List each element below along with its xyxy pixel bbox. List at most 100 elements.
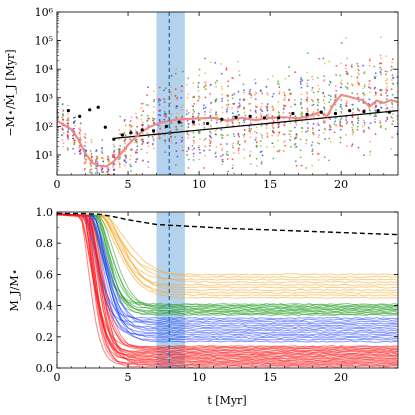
bottom-series-line xyxy=(57,213,398,276)
scatter-point xyxy=(61,113,64,115)
scatter-point xyxy=(346,82,349,85)
scatter-point xyxy=(380,88,383,91)
scatter-point xyxy=(227,103,230,106)
scatter-point xyxy=(278,86,281,88)
scatter-point xyxy=(333,123,336,125)
scatter-point xyxy=(158,137,161,140)
scatter-point xyxy=(390,147,393,150)
scatter-point xyxy=(362,92,365,95)
scatter-point xyxy=(164,87,167,90)
scatter-point xyxy=(202,107,205,110)
scatter-point xyxy=(243,136,245,138)
scatter-point xyxy=(180,89,183,92)
scatter-point xyxy=(175,68,178,71)
scatter-point xyxy=(346,121,349,123)
scatter-point xyxy=(282,98,285,101)
scatter-point xyxy=(363,131,365,134)
scatter-point xyxy=(129,154,132,157)
scatter-point xyxy=(124,138,127,141)
scatter-point xyxy=(260,109,263,112)
scatter-point xyxy=(316,109,319,112)
scatter-point xyxy=(199,119,201,121)
scatter-point xyxy=(209,93,211,96)
scatter-point xyxy=(386,85,389,88)
scatter-point xyxy=(351,92,354,95)
scatter-point xyxy=(112,153,115,156)
scatter-point xyxy=(334,120,337,123)
scatter-point xyxy=(243,89,245,92)
scatter-point xyxy=(175,116,178,119)
scatter-point xyxy=(385,120,387,122)
bottom-series-line xyxy=(57,213,398,299)
scatter-point xyxy=(385,89,387,92)
scatter-point xyxy=(233,172,235,175)
scatter-point xyxy=(283,105,285,107)
scatter-point xyxy=(226,134,228,137)
scatter-point xyxy=(289,130,292,132)
scatter-point xyxy=(254,91,257,94)
scatter-point xyxy=(163,106,166,109)
scatter-point xyxy=(260,133,262,135)
scatter-point xyxy=(299,138,302,141)
scatter-point xyxy=(101,176,103,178)
scatter-point xyxy=(306,107,309,110)
top-panel: 0 5 10 15 20 10¹ 10² 10³ 10⁴ 10⁵ 10⁶ −M⋆/Ṁ_J [Myr] xyxy=(3,6,399,191)
scatter-point xyxy=(316,104,319,107)
scatter-point xyxy=(175,141,178,144)
top-median-curve xyxy=(57,93,398,168)
scatter-point xyxy=(118,163,121,166)
scatter-point xyxy=(180,96,183,99)
scatter-point xyxy=(250,96,252,99)
scatter-point xyxy=(362,64,365,67)
scatter-point xyxy=(244,114,247,117)
scatter-point xyxy=(357,84,360,87)
scatter-point xyxy=(113,169,116,171)
scatter-point xyxy=(271,142,274,145)
scatter-point xyxy=(261,137,264,139)
scatter-point xyxy=(152,119,155,122)
scatter-point xyxy=(295,145,298,148)
scatter-point xyxy=(260,161,263,163)
scatter-point xyxy=(141,160,144,163)
scatter-point xyxy=(392,120,395,123)
scatter-point xyxy=(306,129,309,132)
scatter-point xyxy=(129,126,132,129)
scatter-point xyxy=(294,71,297,74)
scatter-point xyxy=(232,115,234,118)
bottom-shaded-band xyxy=(156,212,185,368)
scatter-point xyxy=(329,98,332,101)
scatter-point xyxy=(249,132,252,135)
scatter-point xyxy=(185,109,188,112)
scatter-point xyxy=(356,62,359,65)
scatter-point xyxy=(192,112,194,115)
scatter-point xyxy=(310,144,313,147)
scatter-point xyxy=(238,121,241,124)
scatter-point xyxy=(277,126,280,129)
scatter-point xyxy=(277,123,279,126)
scatter-point xyxy=(278,132,280,135)
scatter-point xyxy=(391,58,394,61)
scatter-point xyxy=(186,154,189,157)
scatter-point xyxy=(79,129,82,132)
scatter-point xyxy=(350,145,353,147)
scatter-point xyxy=(238,152,240,155)
scatter-point xyxy=(101,181,103,183)
scatter-point xyxy=(107,155,109,158)
scatter-point xyxy=(95,155,98,158)
scatter-point xyxy=(379,121,382,124)
scatter-point xyxy=(214,114,217,117)
scatter-point xyxy=(255,157,258,160)
scatter-point xyxy=(152,138,155,140)
scatter-point xyxy=(176,96,179,99)
scatter-point xyxy=(374,75,377,78)
scatter-point xyxy=(141,139,144,141)
scatter-point xyxy=(209,140,212,143)
bottom-series-line xyxy=(57,213,398,309)
scatter-point xyxy=(293,98,296,101)
scatter-point xyxy=(164,140,167,142)
scatter-point xyxy=(312,100,314,103)
scatter-point xyxy=(295,133,298,136)
scatter-point xyxy=(311,89,313,92)
scatter-point xyxy=(108,179,110,181)
black-point xyxy=(140,128,144,132)
